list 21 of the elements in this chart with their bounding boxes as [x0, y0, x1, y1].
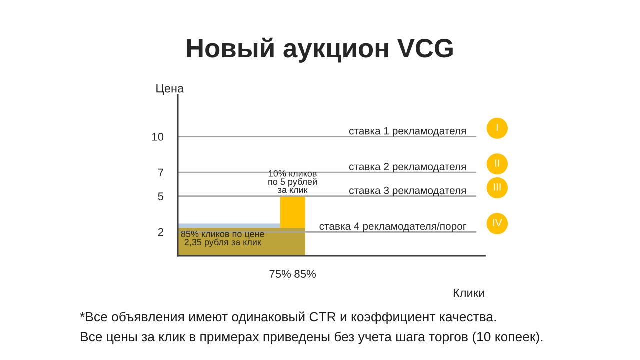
text: *Все объявления имеют одинаковый CTR и коэффициент качества.	[80, 312, 496, 324]
text: Все цены за клик в примерах приведены без учета шага торгов (10 копеек).	[81, 332, 543, 344]
ref-line-label: ставка 2 рекламодателя	[349, 163, 466, 173]
y-axis-title: Цена	[156, 84, 184, 95]
ref-line-label: ставка 3 рекламодателя	[349, 186, 466, 196]
x-tick-label: 85%	[294, 270, 316, 278]
annotation: 85% кликов по цене 2,35 рубля за клик	[181, 230, 264, 248]
annotation: 10% кликов по 5 рублей за клик	[268, 170, 317, 194]
y-tick-label: 2	[158, 228, 164, 236]
text: IV	[493, 219, 502, 226]
text: III	[494, 184, 501, 191]
y-tick-label: 5	[158, 192, 164, 200]
ref-line-label: ставка 1 рекламодателя	[349, 127, 466, 137]
ref-line-label: ставка 4 рекламодателя/порог	[320, 222, 466, 232]
chart-title: Новый аукцион VCG	[187, 38, 453, 63]
text: I	[496, 124, 498, 132]
x-axis-title: Клики	[454, 288, 484, 298]
y-tick-label: 10	[152, 133, 164, 141]
y-tick-label: 7	[158, 168, 164, 177]
text: II	[495, 160, 500, 167]
x-tick-label: 75%	[270, 270, 292, 278]
